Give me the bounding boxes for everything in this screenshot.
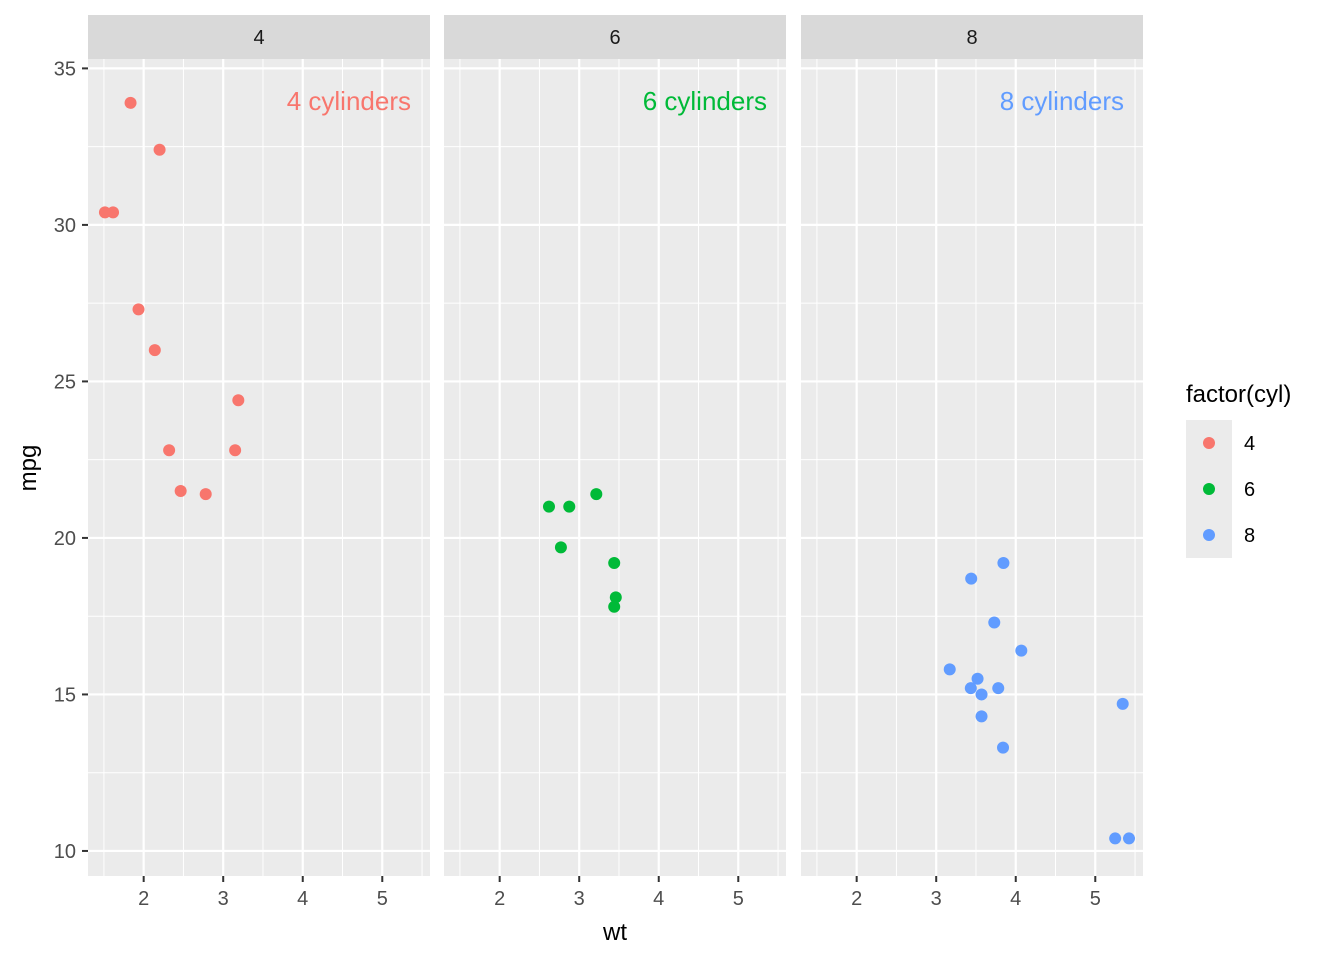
data-point: [199, 488, 212, 501]
data-point: [975, 710, 988, 723]
data-point: [1109, 832, 1122, 845]
data-point: [163, 444, 176, 457]
data-point: [590, 488, 603, 501]
data-point: [975, 688, 988, 701]
facet-panel-6: 6 6 cylinders: [444, 15, 786, 876]
data-point: [542, 500, 555, 513]
x-axis-title: wt: [602, 919, 627, 946]
data-point: [1123, 832, 1136, 845]
data-point: [554, 541, 567, 554]
data-point: [971, 672, 984, 685]
y-tick-label: 30: [54, 215, 76, 237]
y-tick-label: 15: [54, 684, 76, 706]
x-tick-label: 3: [574, 888, 585, 910]
data-point: [997, 741, 1010, 754]
facet-panel-8: 8 8 cylinders: [801, 15, 1143, 876]
legend-marker: [1203, 437, 1215, 449]
data-point: [124, 96, 137, 109]
strip-background: [444, 15, 786, 59]
data-point: [608, 600, 621, 613]
data-point: [174, 484, 187, 497]
strip-label: 4: [253, 27, 264, 49]
y-axis: 10 15 20 25 30 35: [54, 58, 88, 863]
y-tick-label: 10: [54, 841, 76, 863]
data-point: [229, 444, 242, 457]
legend-label: 4: [1244, 433, 1255, 455]
strip-label: 6: [609, 27, 620, 49]
legend: factor(cyl) 4 6 8: [1186, 381, 1291, 558]
x-tick-label: 5: [733, 888, 744, 910]
facet-panels: 4 4 cylinders 6 6 cylinders 8 8 cylinders: [88, 15, 1143, 876]
x-tick-label: 3: [218, 888, 229, 910]
data-point: [609, 591, 622, 604]
data-point: [988, 616, 1001, 629]
x-tick-label: 2: [494, 888, 505, 910]
data-point: [997, 556, 1010, 569]
legend-marker: [1203, 483, 1215, 495]
y-tick-label: 25: [54, 371, 76, 393]
panel-background: [88, 59, 430, 876]
data-point: [563, 500, 576, 513]
legend-marker: [1203, 529, 1215, 541]
x-axis-panel-6: 2 3 4 5: [494, 876, 744, 910]
facet-panel-4: 4 4 cylinders: [88, 15, 430, 876]
legend-title: factor(cyl): [1186, 381, 1291, 408]
legend-label: 6: [1244, 479, 1255, 501]
panel-background: [444, 59, 786, 876]
strip-label: 8: [966, 27, 977, 49]
data-point: [943, 663, 956, 676]
data-point: [153, 143, 166, 156]
data-point: [964, 682, 977, 695]
x-tick-label: 2: [851, 888, 862, 910]
x-tick-label: 2: [138, 888, 149, 910]
data-point: [965, 572, 978, 585]
x-tick-label: 4: [653, 888, 664, 910]
data-point: [232, 394, 245, 407]
data-point: [992, 682, 1005, 695]
y-axis-title: mpg: [15, 445, 42, 492]
data-point: [1116, 697, 1129, 710]
strip-background: [88, 15, 430, 59]
x-tick-label: 4: [1010, 888, 1021, 910]
panel-annotation: 8 cylinders: [1000, 86, 1124, 116]
y-tick-label: 35: [54, 58, 76, 80]
data-point: [132, 303, 145, 316]
data-point: [148, 344, 161, 357]
x-axis-panel-4: 2 3 4 5: [138, 876, 388, 910]
x-tick-label: 5: [1090, 888, 1101, 910]
x-tick-label: 5: [377, 888, 388, 910]
x-tick-label: 4: [297, 888, 308, 910]
strip-background: [801, 15, 1143, 59]
panel-annotation: 4 cylinders: [287, 86, 411, 116]
x-axes: 2 3 4 5 2 3 4 5 2 3 4 5: [138, 876, 1101, 910]
x-axis-panel-8: 2 3 4 5: [851, 876, 1101, 910]
x-tick-label: 3: [931, 888, 942, 910]
data-point: [1015, 644, 1028, 657]
data-point: [608, 556, 621, 569]
y-tick-label: 20: [54, 528, 76, 550]
legend-label: 8: [1244, 525, 1255, 547]
panel-background: [801, 59, 1143, 876]
data-point: [107, 206, 120, 219]
panel-annotation: 6 cylinders: [643, 86, 767, 116]
